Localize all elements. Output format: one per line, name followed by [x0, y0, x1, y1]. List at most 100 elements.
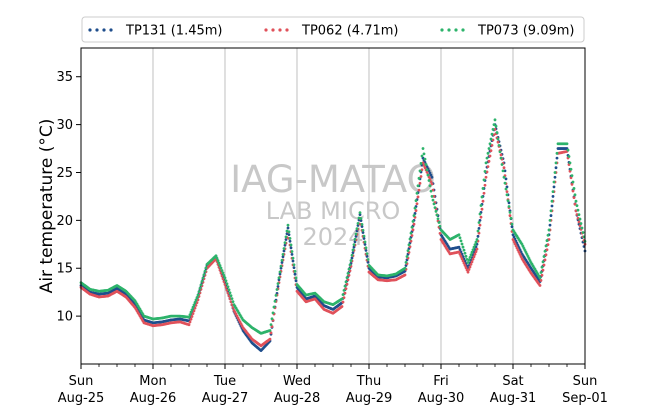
data-point: [226, 285, 230, 289]
data-point: [353, 237, 357, 241]
data-point: [499, 153, 503, 157]
data-point: [278, 272, 282, 276]
data-point: [485, 156, 489, 160]
data-point: [276, 285, 280, 288]
data-point: [543, 249, 547, 253]
data-point: [538, 276, 542, 280]
data-point: [198, 286, 202, 290]
data-point: [347, 267, 351, 271]
data-point: [281, 253, 285, 256]
data-point: [569, 176, 573, 180]
y-tick-label: 30: [56, 118, 73, 133]
data-point: [514, 244, 518, 248]
data-point: [366, 258, 370, 261]
data-point: [290, 250, 294, 253]
data-point: [488, 154, 492, 158]
legend-box: [81, 16, 585, 43]
data-point: [269, 331, 273, 335]
data-point: [488, 142, 492, 146]
y-tick-label: 35: [56, 70, 73, 85]
data-point: [223, 276, 227, 280]
data-point: [294, 276, 298, 280]
data-point: [539, 278, 543, 282]
data-point: [498, 150, 502, 154]
data-point: [468, 255, 472, 259]
data-point: [350, 253, 354, 257]
data-point: [550, 204, 554, 208]
x-tick-day-label: Wed: [283, 374, 311, 389]
data-point: [471, 257, 475, 261]
data-point: [404, 260, 408, 264]
data-point: [471, 248, 475, 252]
data-point: [279, 264, 283, 268]
data-point: [438, 231, 442, 235]
data-point: [419, 162, 423, 165]
data-point: [361, 231, 365, 234]
data-point: [548, 223, 552, 227]
data-point: [460, 257, 464, 261]
data-point: [230, 297, 234, 301]
data-point: [457, 233, 461, 237]
data-point: [466, 261, 470, 264]
data-point: [287, 233, 291, 237]
data-point: [511, 233, 515, 237]
data-point: [189, 317, 193, 321]
data-point: [540, 273, 544, 277]
data-point: [364, 248, 368, 252]
data-point: [229, 300, 233, 304]
x-tick-date-label: Aug-31: [490, 391, 537, 406]
data-point: [411, 220, 415, 223]
data-point: [463, 251, 467, 255]
data-point: [483, 183, 487, 187]
data-point: [279, 266, 283, 270]
data-point: [430, 195, 434, 198]
data-point: [408, 237, 412, 241]
data-point: [342, 288, 346, 292]
data-point: [570, 183, 574, 186]
legend-marker: [271, 28, 275, 32]
data-point: [429, 173, 433, 177]
data-point: [292, 266, 296, 270]
data-point: [412, 222, 416, 226]
legend-marker: [285, 28, 289, 32]
data-point: [482, 178, 486, 182]
data-point: [555, 151, 559, 155]
data-point: [543, 258, 547, 262]
data-point: [350, 256, 354, 260]
data-point: [414, 199, 418, 203]
data-point: [195, 296, 199, 299]
data-point: [366, 260, 370, 264]
data-point: [575, 204, 579, 208]
data-point: [436, 217, 440, 221]
data-point: [572, 196, 576, 199]
data-point: [343, 291, 347, 295]
data-point: [196, 298, 200, 302]
data-point: [435, 213, 439, 217]
data-point: [361, 228, 365, 232]
data-point: [365, 252, 369, 256]
data-point: [580, 226, 584, 230]
data-point: [457, 250, 461, 254]
data-point: [577, 220, 581, 224]
x-tick-day-label: Thu: [356, 374, 381, 389]
data-point: [290, 253, 294, 256]
data-point: [189, 310, 193, 314]
data-point: [581, 231, 585, 234]
data-point: [509, 216, 513, 220]
data-point: [229, 294, 233, 298]
data-point: [482, 191, 486, 195]
data-point: [578, 217, 582, 221]
data-point: [490, 132, 494, 136]
data-point: [493, 127, 497, 131]
data-point: [409, 239, 413, 243]
data-point: [511, 238, 515, 241]
data-point: [492, 123, 496, 127]
data-point: [416, 184, 420, 188]
data-point: [188, 320, 192, 324]
data-point: [549, 214, 553, 217]
data-point: [362, 234, 366, 238]
data-point: [268, 337, 272, 341]
data-point: [541, 268, 545, 272]
data-point: [546, 243, 550, 247]
